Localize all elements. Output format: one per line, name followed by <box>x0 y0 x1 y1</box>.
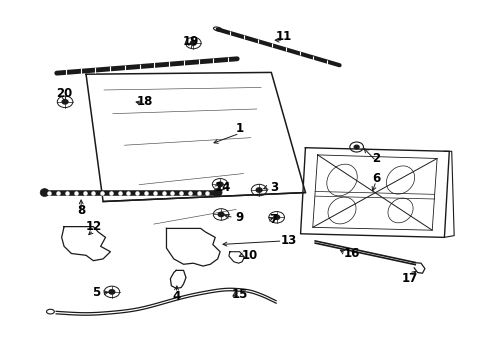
Text: 6: 6 <box>371 172 380 185</box>
Text: 1: 1 <box>235 122 243 135</box>
Circle shape <box>273 215 279 220</box>
Text: 4: 4 <box>172 290 180 303</box>
Text: 7: 7 <box>269 213 277 226</box>
Circle shape <box>217 182 223 186</box>
Ellipse shape <box>40 189 49 197</box>
Text: 9: 9 <box>235 211 243 224</box>
Text: 19: 19 <box>183 35 199 49</box>
Circle shape <box>256 188 262 192</box>
Circle shape <box>218 212 224 217</box>
Text: 14: 14 <box>214 181 230 194</box>
Text: 3: 3 <box>269 181 277 194</box>
Circle shape <box>353 145 358 149</box>
Text: 2: 2 <box>371 152 380 165</box>
Text: 20: 20 <box>56 87 72 100</box>
Circle shape <box>190 41 196 45</box>
Circle shape <box>109 290 115 294</box>
Text: 17: 17 <box>401 272 418 285</box>
Circle shape <box>62 100 68 104</box>
Text: 18: 18 <box>136 95 152 108</box>
Ellipse shape <box>213 189 222 197</box>
Text: 8: 8 <box>77 204 85 217</box>
Text: 13: 13 <box>280 234 296 247</box>
Text: 11: 11 <box>275 30 291 43</box>
Text: 10: 10 <box>241 249 257 262</box>
Text: 16: 16 <box>343 247 359 260</box>
Text: 12: 12 <box>85 220 101 233</box>
Text: 5: 5 <box>91 287 100 300</box>
Text: 15: 15 <box>231 288 247 301</box>
